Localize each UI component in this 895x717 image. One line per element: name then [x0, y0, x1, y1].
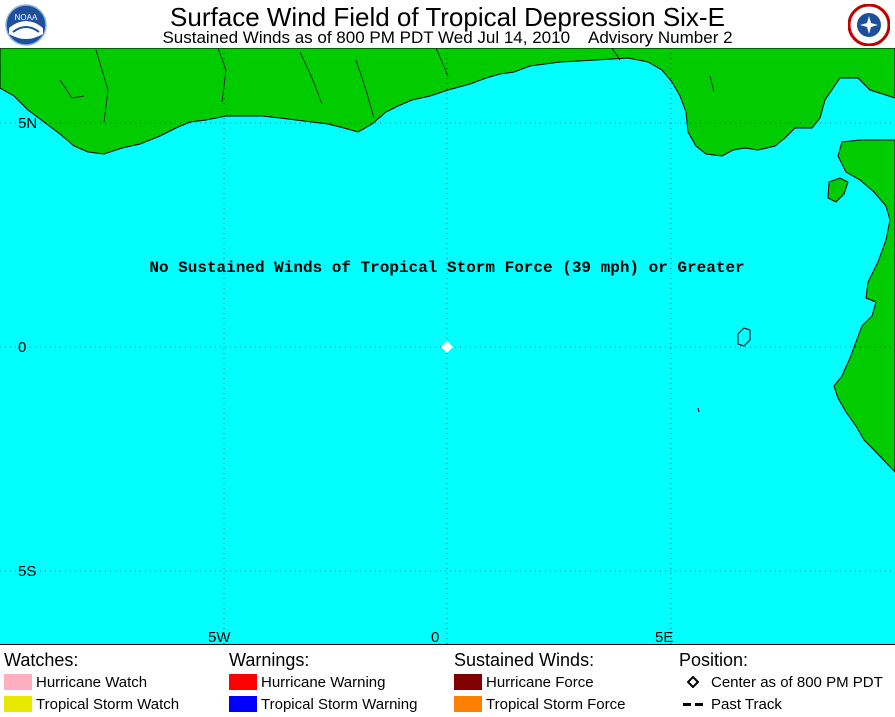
legend-warnings-heading: Warnings: — [229, 650, 310, 670]
diamond-icon — [679, 674, 707, 690]
nws-logo — [848, 4, 890, 46]
legend-watches-heading: Watches: — [4, 650, 79, 670]
legend-winds: Sustained Winds: Hurricane Force Tropica… — [454, 649, 625, 715]
islet — [737, 327, 751, 347]
storm-center-diamond — [441, 341, 453, 353]
dashed-line-icon — [679, 696, 707, 712]
tropical-storm-force-swatch — [454, 696, 482, 712]
header: NOAA Surface Wind Field of Tropical Depr… — [0, 0, 895, 48]
lat-label-5s: 5S — [18, 563, 36, 580]
legend-item: Hurricane Force — [454, 671, 625, 693]
graticule — [0, 48, 895, 644]
legend-item: Tropical Storm Force — [454, 693, 625, 715]
hurricane-force-swatch — [454, 674, 482, 690]
page-subtitle: Sustained Winds as of 800 PM PDT Wed Jul… — [162, 28, 733, 47]
lon-label-5e: 5E — [655, 629, 673, 644]
speck — [697, 407, 700, 413]
legend-item: Center as of 800 PM PDT — [679, 671, 883, 693]
legend-item: Hurricane Watch — [4, 671, 179, 693]
legend-winds-heading: Sustained Winds: — [454, 650, 595, 670]
lon-label-5w: 5W — [208, 629, 231, 644]
legend: Watches: Hurricane Watch Tropical Storm … — [0, 644, 895, 717]
legend-item: Past Track — [679, 693, 883, 715]
legend-watches: Watches: Hurricane Watch Tropical Storm … — [4, 649, 179, 715]
noaa-logo: NOAA — [5, 4, 47, 46]
legend-position-heading: Position: — [679, 650, 749, 670]
legend-warnings: Warnings: Hurricane Warning Tropical Sto… — [229, 649, 417, 715]
north-coast-land — [0, 48, 895, 157]
tropical-storm-warning-swatch — [229, 696, 257, 712]
tropical-storm-watch-swatch — [4, 696, 32, 712]
svg-text:NOAA: NOAA — [15, 13, 38, 22]
lat-label-0: 0 — [18, 339, 26, 356]
wind-field-map: 5N 0 5S 5W 0 5E No Sustained Winds of Tr… — [0, 48, 895, 644]
legend-position: Position: Center as of 800 PM PDT Past T… — [679, 649, 883, 715]
legend-item: Tropical Storm Watch — [4, 693, 179, 715]
east-coast-land — [833, 139, 895, 473]
island — [827, 177, 849, 203]
no-winds-message: No Sustained Winds of Tropical Storm For… — [149, 259, 744, 277]
legend-item: Hurricane Warning — [229, 671, 417, 693]
hurricane-watch-swatch — [4, 674, 32, 690]
hurricane-warning-swatch — [229, 674, 257, 690]
borders — [59, 48, 715, 123]
lon-label-0: 0 — [431, 629, 439, 644]
page-title: Surface Wind Field of Tropical Depressio… — [170, 2, 725, 32]
legend-item: Tropical Storm Warning — [229, 693, 417, 715]
lat-label-5n: 5N — [18, 115, 37, 132]
